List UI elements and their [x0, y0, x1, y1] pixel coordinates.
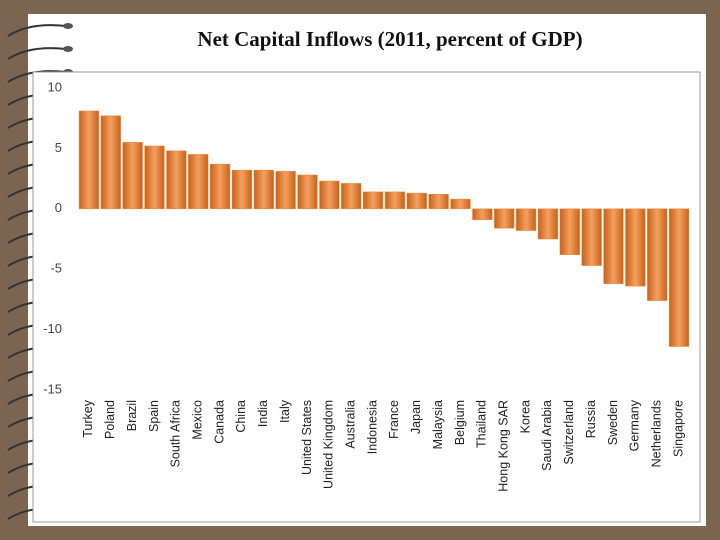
bar	[406, 192, 427, 210]
bar	[537, 208, 559, 240]
ring-hole	[63, 46, 73, 52]
x-tick-label: Belgium	[453, 400, 467, 445]
bar	[78, 110, 100, 210]
y-tick-label: 0	[55, 200, 62, 215]
bar	[144, 145, 165, 210]
bar	[581, 208, 602, 266]
ring	[7, 47, 67, 60]
y-tick-label: 5	[55, 140, 62, 155]
x-tick-label: France	[387, 400, 401, 439]
x-tick-label: China	[234, 400, 248, 433]
x-tick-label: United Kingdom	[322, 400, 336, 489]
y-tick-label: -10	[43, 321, 62, 336]
x-tick-label: Malaysia	[431, 400, 445, 449]
x-tick-label: Australia	[344, 400, 358, 449]
bar	[647, 208, 668, 301]
bar	[625, 208, 646, 287]
bar	[253, 169, 274, 210]
y-tick-label: -5	[50, 261, 62, 276]
x-tick-label: Switzerland	[562, 400, 576, 465]
x-tick-label: Korea	[518, 400, 532, 433]
x-tick-label: Poland	[103, 400, 117, 439]
x-tick-label: Netherlands	[650, 400, 664, 467]
bar	[428, 194, 449, 210]
bar	[100, 115, 121, 210]
bar	[297, 174, 318, 210]
x-tick-label: Mexico	[191, 400, 205, 440]
bar	[209, 163, 231, 210]
bar	[319, 180, 340, 210]
bar	[231, 169, 253, 210]
chart-title: Net Capital Inflows (2011, percent of GD…	[197, 27, 582, 51]
y-tick-label: -15	[43, 381, 62, 396]
x-tick-label: Canada	[212, 400, 226, 444]
x-tick-label: Brazil	[125, 400, 139, 431]
x-tick-label: Turkey	[81, 399, 95, 437]
x-tick-label: Hong Kong SAR	[497, 400, 511, 492]
x-tick-label: Japan	[409, 400, 423, 434]
x-tick-label: Russia	[584, 400, 598, 438]
x-tick-label: Spain	[147, 400, 161, 432]
x-tick-label: Thailand	[475, 400, 489, 448]
bar	[341, 183, 362, 210]
x-tick-label: Indonesia	[365, 400, 379, 454]
bar	[275, 171, 296, 210]
x-tick-label: Sweden	[606, 400, 620, 445]
x-tick-label: Singapore	[671, 400, 685, 457]
bar	[362, 191, 384, 210]
bar	[668, 208, 690, 347]
x-tick-label: Germany	[628, 399, 642, 451]
chart-frame	[32, 71, 701, 523]
bar	[603, 208, 624, 284]
bar	[384, 191, 406, 210]
bar	[188, 154, 209, 210]
bar	[450, 198, 471, 210]
x-tick-label: India	[256, 400, 270, 427]
x-tick-label: Italy	[278, 399, 292, 423]
bar	[166, 150, 187, 210]
y-tick-label: 10	[48, 79, 62, 94]
x-tick-label: United States	[300, 400, 314, 475]
bar	[472, 208, 493, 220]
bar	[559, 208, 580, 255]
ring	[7, 24, 67, 37]
x-tick-label: South Africa	[169, 400, 183, 467]
bar	[494, 208, 515, 229]
bar	[122, 142, 143, 210]
ring-hole	[63, 23, 73, 29]
bar	[515, 208, 537, 231]
x-tick-label: Saudi Arabia	[540, 400, 554, 471]
